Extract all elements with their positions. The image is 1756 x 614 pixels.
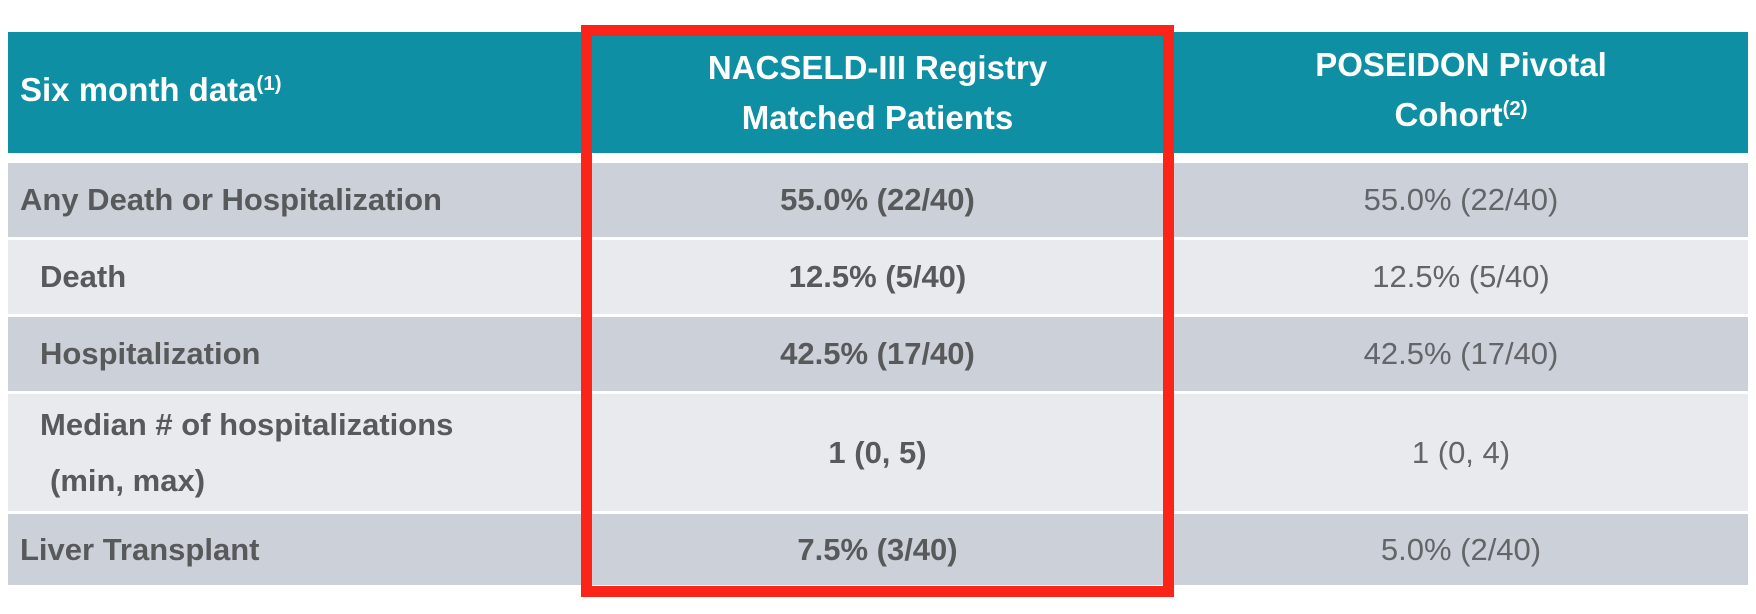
table-row-median-hospitalizations: Median # of hospitalizations (min, max) 1…: [8, 394, 1748, 511]
header-six-month-data: Six month data(1): [8, 32, 581, 153]
header-nacseld-column: NACSELD-III Registry Matched Patients: [581, 32, 1174, 153]
row-label: Median # of hospitalizations (min, max): [8, 394, 581, 511]
header-col2-line2: Matched Patients: [741, 98, 1014, 136]
header-col3-line1: POSEIDON Pivotal: [1315, 46, 1607, 83]
poseidon-value: 5.0% (2/40): [1380, 531, 1542, 567]
row-label-line2: (min, max): [50, 462, 206, 498]
table-row-hospitalization: Hospitalization 42.5% (17/40) 42.5% (17/…: [8, 317, 1748, 391]
poseidon-value: 42.5% (17/40): [1363, 336, 1559, 371]
nacseld-value: 12.5% (5/40): [788, 259, 967, 294]
header-six-month-data-label: Six month data(1): [20, 65, 581, 120]
header-col1-footnote-marker: (1): [256, 71, 282, 95]
nacseld-value: 1 (0, 5): [828, 434, 927, 470]
header-poseidon-label: POSEIDON Pivotal Cohort(2): [1174, 40, 1748, 145]
row-label: Hospitalization: [40, 336, 261, 371]
nacseld-value: 42.5% (17/40): [780, 336, 975, 371]
poseidon-value: 55.0% (22/40): [1363, 182, 1559, 217]
row-label: Liver Transplant: [20, 531, 260, 567]
table-row-liver-transplant: Liver Transplant 7.5% (3/40) 5.0% (2/40): [8, 514, 1748, 585]
six-month-outcomes-table: Six month data(1) NACSELD-III Registry Ma…: [8, 32, 1748, 588]
header-col3-footnote-marker: (2): [1502, 96, 1528, 120]
header-poseidon-column: POSEIDON Pivotal Cohort(2): [1174, 32, 1748, 153]
header-col3-line2: Cohort: [1394, 96, 1503, 133]
header-col1-text: Six month data: [20, 71, 257, 108]
table-row-death: Death 12.5% (5/40) 12.5% (5/40): [8, 240, 1748, 314]
nacseld-value: 7.5% (3/40): [797, 531, 958, 567]
row-label-line1: Median # of hospitalizations: [40, 406, 454, 442]
poseidon-value: 12.5% (5/40): [1372, 259, 1550, 294]
table-row-any-death-or-hospitalization: Any Death or Hospitalization 55.0% (22/4…: [8, 163, 1748, 237]
poseidon-value: 1 (0, 4): [1411, 434, 1511, 470]
table-header-row: Six month data(1) NACSELD-III Registry Ma…: [8, 32, 1748, 153]
header-col2-line1: NACSELD-III Registry: [707, 48, 1048, 86]
row-label: Death: [40, 259, 127, 294]
header-nacseld-label: NACSELD-III Registry Matched Patients: [581, 43, 1174, 143]
nacseld-value: 55.0% (22/40): [780, 182, 975, 217]
row-label: Any Death or Hospitalization: [20, 182, 442, 217]
